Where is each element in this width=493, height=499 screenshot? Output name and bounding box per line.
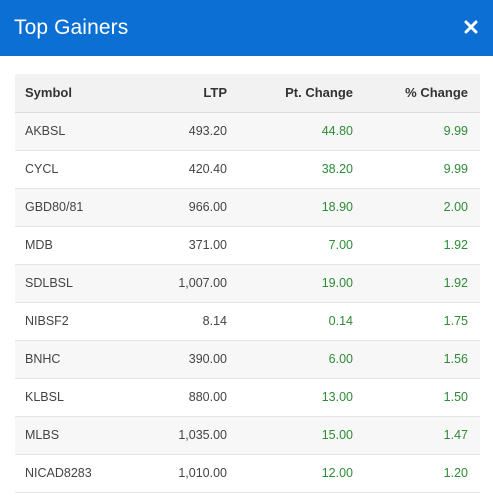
table-row[interactable]: MLBS 1,035.00 15.00 1.47 [15,416,480,455]
ltp-cell: 420.40 [135,150,227,189]
table-row[interactable]: BNHC 390.00 6.00 1.56 [15,340,480,379]
ltp-cell: 1,035.00 [135,416,227,455]
table-row[interactable]: SDLBSL 1,007.00 19.00 1.92 [15,264,480,303]
pt-change-cell: 18.90 [227,188,353,227]
symbol-cell[interactable]: SDLBSL [15,264,135,303]
table-row[interactable]: GBD80/81 966.00 18.90 2.00 [15,188,480,227]
table-row[interactable]: CYCL 420.40 38.20 9.99 [15,150,480,189]
pct-change-cell: 1.47 [353,416,480,455]
ltp-cell: 493.20 [135,112,227,151]
pt-change-cell: 15.00 [227,416,353,455]
pct-change-cell: 1.92 [353,264,480,303]
ltp-cell: 1,010.00 [135,454,227,493]
close-icon [464,20,478,34]
pt-change-cell: 44.80 [227,112,353,151]
pt-change-cell: 0.14 [227,302,353,341]
pt-change-cell: 7.00 [227,226,353,265]
ltp-cell: 1,007.00 [135,264,227,303]
pct-change-cell: 9.99 [353,112,480,151]
table-row[interactable]: NICAD8283 1,010.00 12.00 1.20 [15,454,480,493]
close-button[interactable] [461,17,481,37]
symbol-cell[interactable]: MLBS [15,416,135,455]
ltp-cell: 966.00 [135,188,227,227]
symbol-cell[interactable]: BNHC [15,340,135,379]
symbol-cell[interactable]: CYCL [15,150,135,189]
pt-change-cell: 38.20 [227,150,353,189]
pct-change-cell: 9.99 [353,150,480,189]
ltp-cell: 371.00 [135,226,227,265]
pct-change-cell: 1.20 [353,454,480,493]
pt-change-cell: 6.00 [227,340,353,379]
pct-change-cell: 1.56 [353,340,480,379]
symbol-cell[interactable]: KLBSL [15,378,135,417]
table-row[interactable]: KLBSL 880.00 13.00 1.50 [15,378,480,417]
table-row[interactable]: MDB 371.00 7.00 1.92 [15,226,480,265]
pct-change-cell: 1.92 [353,226,480,265]
column-header-pt-change[interactable]: Pt. Change [227,74,353,113]
symbol-cell[interactable]: NIBSF2 [15,302,135,341]
symbol-cell[interactable]: AKBSL [15,112,135,151]
column-header-pct-change[interactable]: % Change [353,74,480,113]
pct-change-cell: 1.75 [353,302,480,341]
gainers-table: Symbol LTP Pt. Change % Change AKBSL 493.… [15,74,480,493]
table-row[interactable]: AKBSL 493.20 44.80 9.99 [15,112,480,151]
symbol-cell[interactable]: MDB [15,226,135,265]
pct-change-cell: 1.50 [353,378,480,417]
modal-header: Top Gainers [0,0,493,56]
ltp-cell: 390.00 [135,340,227,379]
column-header-ltp[interactable]: LTP [135,74,227,113]
ltp-cell: 880.00 [135,378,227,417]
gainers-table-container: Symbol LTP Pt. Change % Change AKBSL 493.… [15,74,480,493]
table-header-row: Symbol LTP Pt. Change % Change [15,74,480,113]
modal-title: Top Gainers [14,16,129,39]
pt-change-cell: 12.00 [227,454,353,493]
pt-change-cell: 13.00 [227,378,353,417]
table-row[interactable]: NIBSF2 8.14 0.14 1.75 [15,302,480,341]
pt-change-cell: 19.00 [227,264,353,303]
column-header-symbol[interactable]: Symbol [15,74,135,113]
symbol-cell[interactable]: NICAD8283 [15,454,135,493]
ltp-cell: 8.14 [135,302,227,341]
pct-change-cell: 2.00 [353,188,480,227]
symbol-cell[interactable]: GBD80/81 [15,188,135,227]
